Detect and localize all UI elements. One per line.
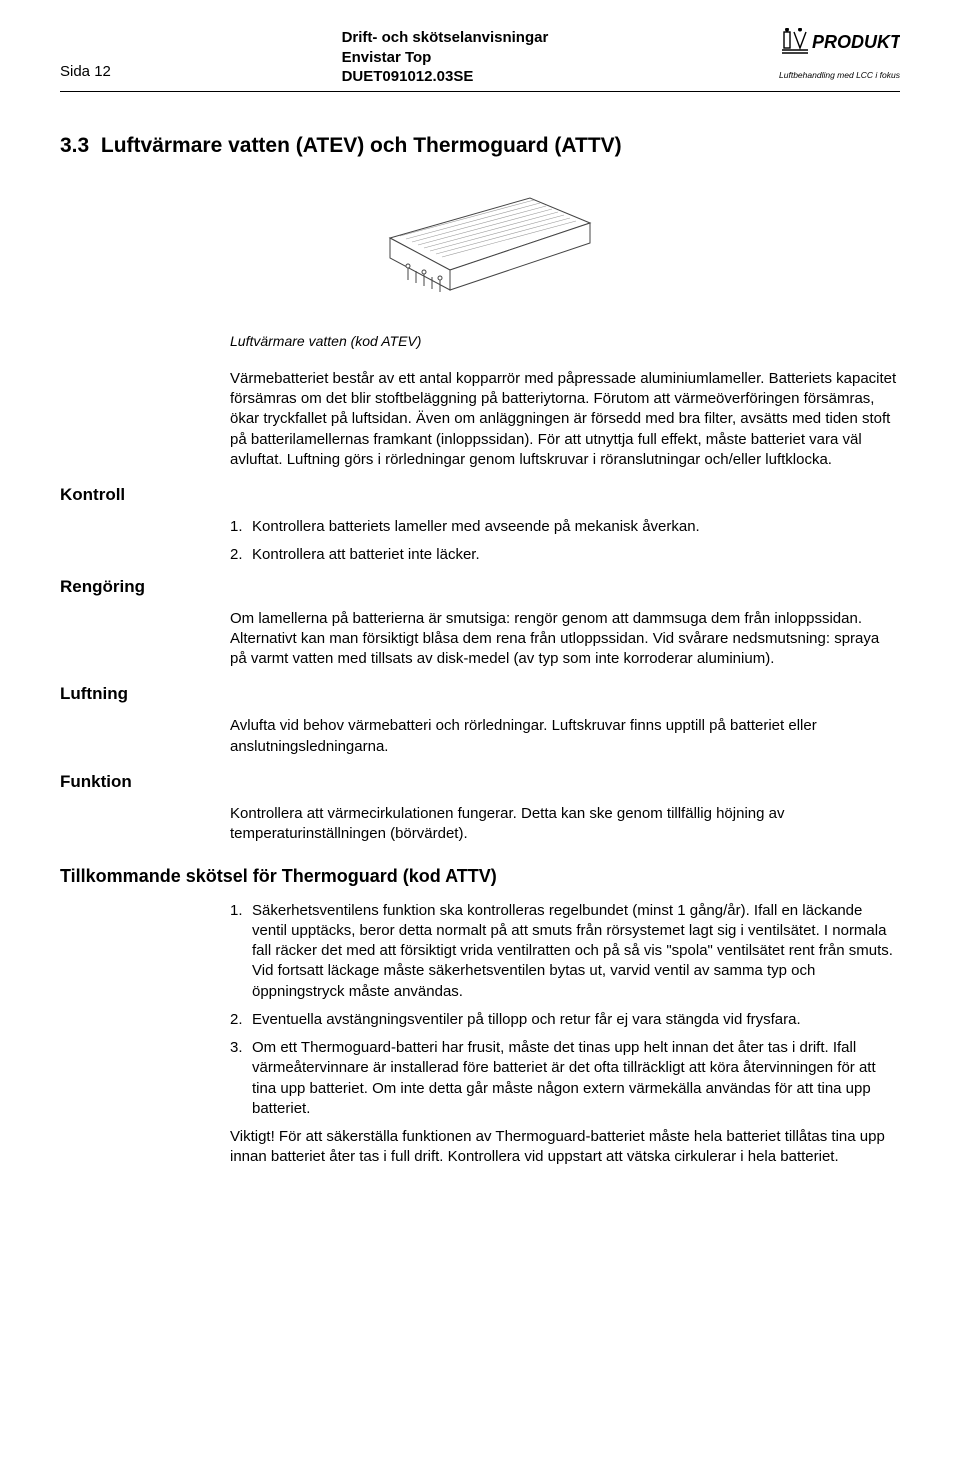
kontroll-heading: Kontroll [60, 484, 900, 507]
viktigt-label: Viktigt! [230, 1128, 275, 1145]
illustration-caption: Luftvärmare vatten (kod ATEV) [230, 332, 900, 351]
list-item: 1.Kontrollera batteriets lameller med av… [230, 517, 900, 537]
funktion-heading: Funktion [60, 771, 900, 794]
luftning-body: Avlufta vid behov värmebatteri och rörle… [230, 716, 900, 757]
list-item: 2.Kontrollera att batteriet inte läcker. [230, 545, 900, 565]
kontroll-list: 1.Kontrollera batteriets lameller med av… [230, 517, 900, 566]
section-title: 3.3 Luftvärmare vatten (ATEV) och Thermo… [60, 132, 900, 160]
section-heading: Luftvärmare vatten (ATEV) och Thermoguar… [101, 134, 622, 157]
page-number: Sida 12 [60, 28, 111, 82]
logo-tagline: Luftbehandling med LCC i fokus [779, 70, 900, 81]
luftning-heading: Luftning [60, 683, 900, 706]
rengoring-heading: Rengöring [60, 576, 900, 599]
doc-title-line2: Envistar Top [342, 48, 549, 68]
tillkommande-list: 1.Säkerhetsventilens funktion ska kontro… [230, 901, 900, 1120]
doc-title-line1: Drift- och skötselanvisningar [342, 28, 549, 48]
doc-title-line3: DUET091012.03SE [342, 67, 549, 87]
viktigt-paragraph: Viktigt! För att säkerställa funktionen … [230, 1127, 900, 1168]
section-number: 3.3 [60, 134, 89, 157]
doc-title: Drift- och skötselanvisningar Envistar T… [342, 28, 549, 87]
viktigt-body: För att säkerställa funktionen av Thermo… [230, 1128, 885, 1165]
tillkommande-heading: Tillkommande skötsel för Thermoguard (ko… [60, 864, 900, 888]
rengoring-body: Om lamellerna på batterierna är smutsiga… [230, 609, 900, 670]
funktion-body: Kontrollera att värmecirkulationen funge… [230, 804, 900, 845]
heater-illustration [60, 178, 900, 314]
logo-text: PRODUKT [812, 32, 900, 52]
page-header: Sida 12 Drift- och skötselanvisningar En… [60, 28, 900, 92]
list-item: 2.Eventuella avstängningsventiler på til… [230, 1010, 900, 1030]
intro-paragraph: Värmebatteriet består av ett antal koppa… [230, 369, 900, 470]
iv-logo-icon: PRODUKT [780, 28, 900, 62]
list-item: 3.Om ett Thermoguard-batteri har frusit,… [230, 1038, 900, 1119]
list-item: 1.Säkerhetsventilens funktion ska kontro… [230, 901, 900, 1002]
logo-block: PRODUKT Luftbehandling med LCC i fokus [779, 28, 900, 85]
